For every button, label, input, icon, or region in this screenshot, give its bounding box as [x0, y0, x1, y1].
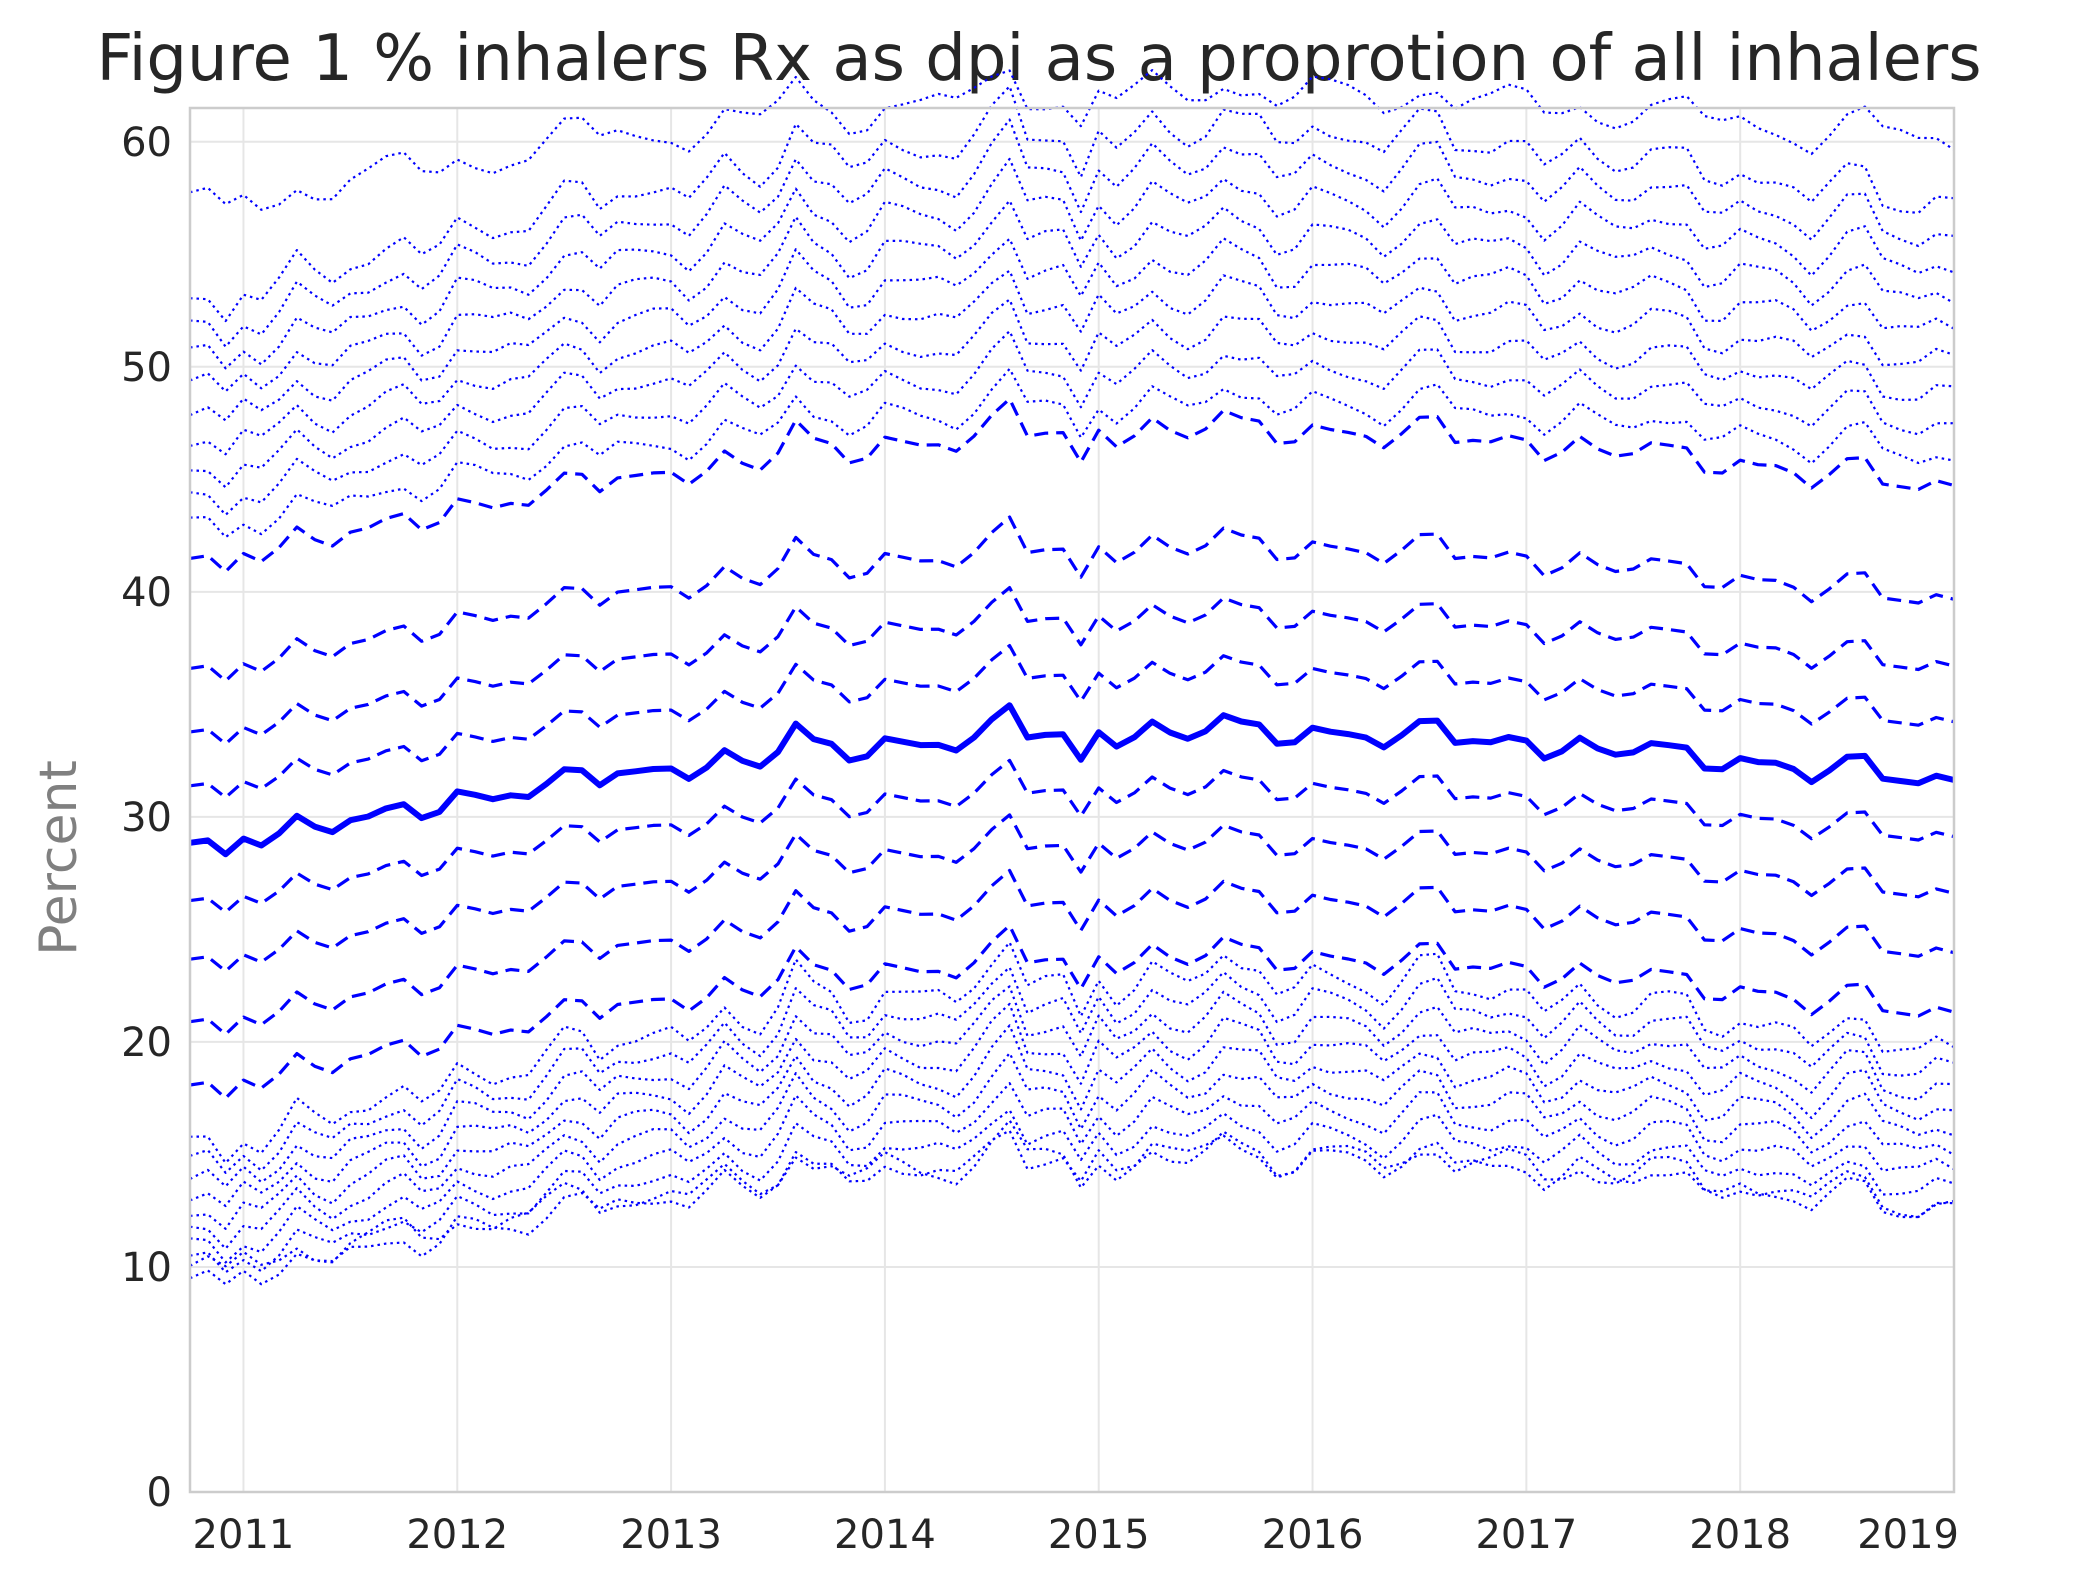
chart-title: Figure 1 % inhalers Rx as dpi as a propr… — [96, 22, 1981, 96]
percentile-line — [189, 199, 1955, 393]
decile-line — [189, 868, 1955, 1036]
x-tick-label: 2013 — [620, 1512, 722, 1558]
percentile-line — [189, 118, 1955, 348]
y-axis-label: Percent — [29, 760, 89, 956]
percentile-line — [189, 269, 1955, 456]
percentile-line — [189, 1082, 1955, 1264]
percentile-line — [189, 941, 1955, 1165]
percentile-line — [189, 1002, 1955, 1208]
series-lines — [189, 68, 1955, 1286]
percentile-line — [189, 85, 1955, 323]
percentile-line — [189, 298, 1955, 489]
decile-line — [189, 515, 1955, 683]
y-tick-label: 60 — [121, 120, 172, 166]
decile-line — [189, 923, 1955, 1100]
y-tick-label: 0 — [147, 1470, 172, 1516]
percentile-line — [189, 367, 1955, 539]
decile-line — [189, 813, 1955, 973]
decile-line — [189, 643, 1955, 800]
percentile-line — [189, 237, 1955, 422]
y-tick-label: 20 — [121, 1020, 172, 1066]
x-tick-label: 2015 — [1048, 1512, 1150, 1558]
percentile-line — [189, 330, 1955, 517]
percentile-line — [189, 1024, 1955, 1230]
y-tick-label: 40 — [121, 570, 172, 616]
x-tick-label: 2014 — [834, 1512, 936, 1558]
y-tick-label: 50 — [121, 345, 172, 391]
y-tick-label: 10 — [121, 1245, 172, 1291]
percentile-line — [189, 1108, 1955, 1274]
x-tick-label: 2011 — [193, 1512, 295, 1558]
x-tick-label: 2017 — [1475, 1512, 1577, 1558]
x-tick-label: 2018 — [1689, 1512, 1791, 1558]
percentile-line — [189, 966, 1955, 1174]
tick-labels: 0 10 20 30 40 50 60 2011 2012 2013 2014 2015 2016 201… — [121, 120, 1959, 1558]
x-tick-label: 2019 — [1857, 1512, 1959, 1558]
plot-frame — [188, 106, 1956, 1494]
median-line — [189, 702, 1955, 858]
decile-line — [189, 585, 1955, 746]
decile-line — [189, 397, 1955, 574]
gridlines — [190, 108, 1955, 1493]
percentile-line — [189, 68, 1955, 211]
y-tick-label: 30 — [121, 795, 172, 841]
percentile-line — [189, 1129, 1955, 1286]
x-tick-label: 2016 — [1262, 1512, 1364, 1558]
decile-line — [189, 758, 1955, 914]
percentile-line — [189, 157, 1955, 370]
percentile-line — [189, 1119, 1955, 1268]
x-tick-label: 2012 — [406, 1512, 508, 1558]
